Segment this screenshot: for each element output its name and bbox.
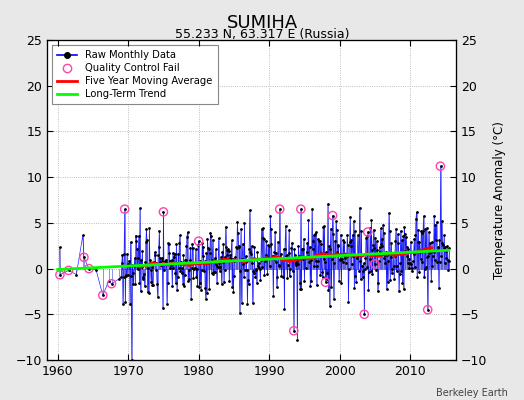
Point [64,267,73,274]
Point [80,254,88,260]
Point [360,311,368,318]
Point [121,206,129,212]
Point [107,280,116,287]
Point [290,328,298,334]
Point [276,206,284,212]
Point [194,238,203,244]
Legend: Raw Monthly Data, Quality Control Fail, Five Year Moving Average, Long-Term Tren: Raw Monthly Data, Quality Control Fail, … [52,45,217,104]
Y-axis label: Temperature Anomaly (°C): Temperature Anomaly (°C) [493,121,506,279]
Point [297,206,305,212]
Text: 55.233 N, 63.317 E (Russia): 55.233 N, 63.317 E (Russia) [174,28,350,41]
Point [423,306,432,313]
Point [56,272,64,278]
Point [321,279,330,286]
Point [436,163,444,169]
Text: Berkeley Earth: Berkeley Earth [436,388,508,398]
Point [85,266,93,272]
Text: SUMIHA: SUMIHA [226,14,298,32]
Point [364,229,372,235]
Point [329,212,337,219]
Point [99,292,107,298]
Point [159,209,168,215]
Point [370,261,379,267]
